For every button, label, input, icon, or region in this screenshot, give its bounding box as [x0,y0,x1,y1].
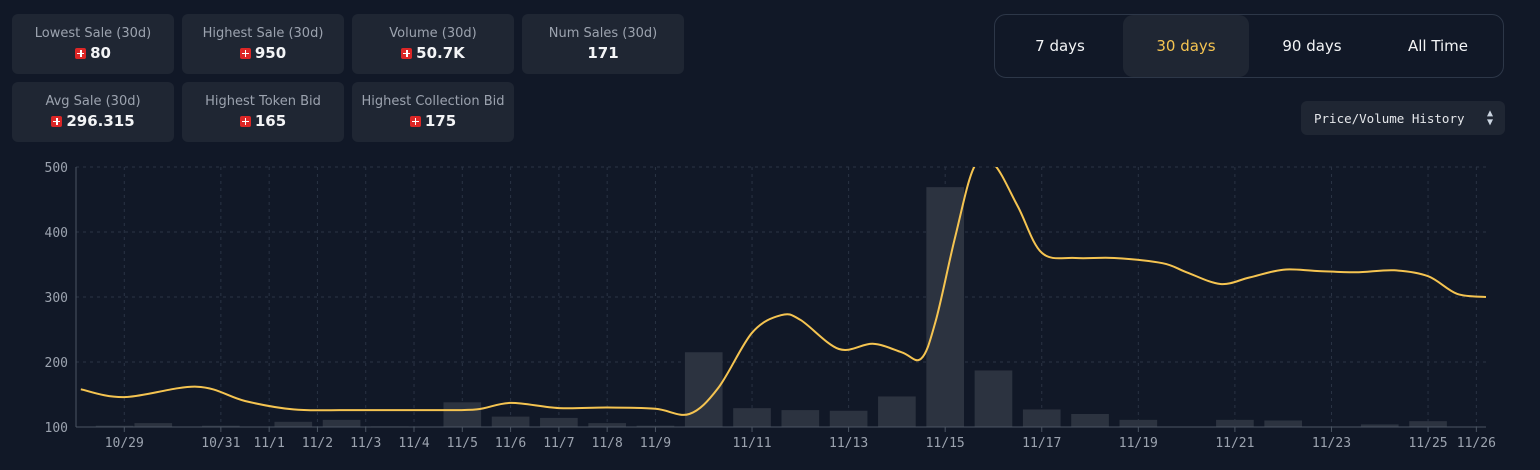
stat-label: Volume (30d) [389,26,477,41]
stat-value: 80 [90,44,111,62]
volume-bar [1119,419,1158,427]
volume-bar [1071,414,1109,427]
stat-value: 175 [424,112,457,130]
x-tick-label: 10/29 [105,436,144,451]
x-tick-label: 11/17 [1022,436,1061,451]
volume-bar [1022,409,1061,427]
stat-num-sales: Num Sales (30d) 171 [522,14,684,74]
volume-bar [274,421,313,427]
stat-value-row: 296.315 [51,111,135,131]
stat-value: 950 [254,44,287,62]
x-tick-label: 11/1 [253,436,284,451]
y-tick-label: 100 [45,421,68,436]
stat-label: Avg Sale (30d) [45,94,141,109]
x-tick-label: 11/25 [1408,436,1447,451]
stat-value-row: 80 [75,43,111,63]
stat-value-row: 50.7K [401,43,465,63]
stat-value-row: 165 [239,111,287,131]
x-tick-label: 11/9 [640,436,671,451]
volume-bar [733,408,771,427]
stat-value: 165 [254,112,287,130]
volume-bar [829,410,868,427]
x-axis-labels: 10/29 10/31 11/1 11/2 11/3 11/4 11/5 11/6 11/7 11… [105,436,1496,451]
volume-bar [878,396,916,427]
y-tick-label: 300 [45,291,68,306]
y-tick-label: 400 [45,226,68,241]
x-tick-label: 11/15 [926,436,965,451]
x-tick-label: 11/13 [829,436,868,451]
volume-bar [540,417,578,427]
stat-value-row: 950 [239,43,287,63]
y-axis-labels: 100 200 300 400 500 [45,161,68,436]
stat-highest-sale: Highest Sale (30d) 950 [182,14,344,74]
x-tick-label: 11/19 [1119,436,1158,451]
stat-lowest-sale: Lowest Sale (30d) 80 [12,14,174,74]
stat-label: Highest Token Bid [205,94,321,109]
stat-avg-sale: Avg Sale (30d) 296.315 [12,82,174,142]
currency-icon [401,47,413,59]
price-line [80,167,1486,416]
range-90-days-button[interactable]: 90 days [1282,37,1342,55]
chart-grid [76,166,1486,427]
stat-label: Highest Collection Bid [361,94,505,109]
currency-icon [239,47,251,59]
volume-bars [95,187,1447,428]
volume-bar [95,425,134,427]
stat-volume: Volume (30d) 50.7K [352,14,514,74]
volume-bar [781,410,820,427]
stat-label: Highest Sale (30d) [202,26,324,41]
currency-icon [51,115,63,127]
x-tick-label: 11/4 [398,436,429,451]
x-tick-label: 11/26 [1457,436,1496,451]
x-tick-label: 11/8 [592,436,623,451]
stat-value: 50.7K [416,44,465,62]
volume-bar [1216,419,1254,427]
volume-bar [1264,420,1303,427]
volume-bar [588,423,626,427]
price-line-layer [80,167,1486,416]
volume-bar [443,402,482,427]
x-tick-label: 11/7 [543,436,574,451]
volume-bar [491,416,530,427]
range-7-days-button[interactable]: 7 days [1035,37,1085,55]
volume-bar [1409,421,1447,427]
x-tick-label: 11/5 [447,436,478,451]
stat-label: Num Sales (30d) [548,26,658,41]
y-tick-label: 200 [45,356,68,371]
stat-value: 296.315 [66,112,135,130]
chart-view-select[interactable]: Price/Volume History ▲ ▼ [1301,101,1505,135]
x-tick-label: 11/2 [302,436,333,451]
stat-value-row: 171 [587,43,618,63]
stat-value-row: 175 [409,111,457,131]
range-30-days-button[interactable]: 30 days [1123,15,1249,77]
volume-bar [636,425,675,427]
y-tick-label: 500 [45,161,68,176]
x-tick-label: 11/3 [350,436,381,451]
x-tick-label: 11/21 [1215,436,1254,451]
chevron-up-down-icon: ▲ ▼ [1486,108,1493,128]
stat-label: Lowest Sale (30d) [34,26,152,41]
currency-icon [75,47,87,59]
volume-bar [134,423,173,427]
currency-icon [239,115,251,127]
volume-bar [202,425,240,427]
x-tick-label: 11/11 [732,436,771,451]
x-tick-label: 11/6 [495,436,526,451]
currency-icon [409,115,421,127]
x-tick-label: 11/23 [1312,436,1351,451]
chart-view-select-value: Price/Volume History [1314,110,1465,126]
range-all-time-button[interactable]: All Time [1407,37,1469,55]
stat-highest-token-bid: Highest Token Bid 165 [182,82,344,142]
volume-bar [1360,424,1399,427]
chart-axes [75,167,1486,432]
volume-bar [322,419,361,427]
volume-bar [974,370,1013,427]
price-volume-chart: 100 200 300 400 500 10/29 10/31 11/1 11/2 11/3 11… [45,161,1496,451]
stat-highest-collection-bid: Highest Collection Bid 175 [352,82,514,142]
time-range-selector: 7 days 30 days 90 days All Time [994,14,1504,78]
x-tick-label: 10/31 [201,436,240,451]
stat-value: 171 [587,44,619,62]
